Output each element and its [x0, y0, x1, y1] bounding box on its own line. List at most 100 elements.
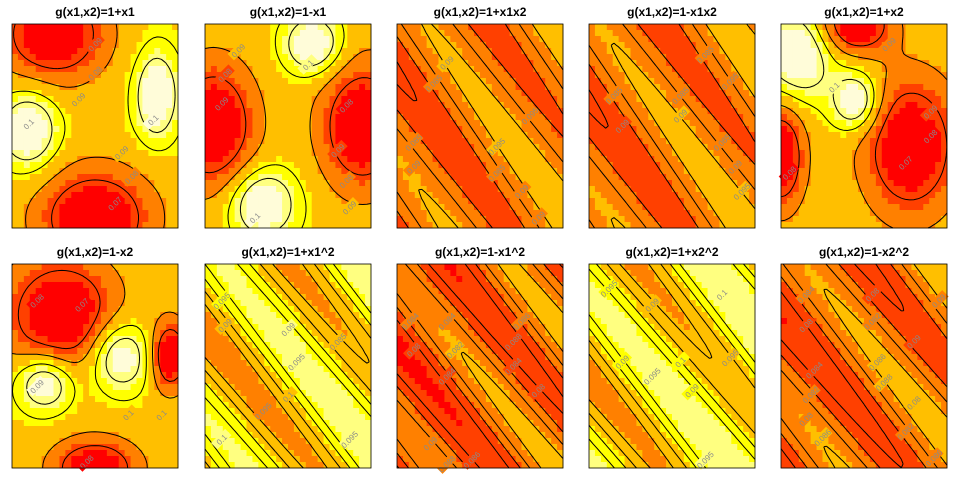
heatmap-cell — [474, 204, 481, 211]
heatmap-cell — [781, 210, 788, 217]
heatmap-cell — [148, 24, 155, 31]
heatmap-cell — [106, 36, 114, 43]
heatmap-cell — [365, 42, 372, 49]
heatmap-cell — [923, 216, 930, 223]
heatmap-cell — [438, 114, 445, 121]
heatmap-cell — [12, 192, 19, 199]
heatmap-cell — [666, 216, 673, 223]
heatmap-cell — [660, 30, 667, 37]
heatmap-cell — [497, 150, 505, 157]
heatmap-cell — [397, 186, 404, 193]
heatmap-cell — [47, 102, 54, 109]
heatmap-cell — [875, 216, 883, 223]
heatmap-cell — [323, 174, 330, 181]
heatmap-cell — [630, 102, 637, 109]
heatmap-cell — [533, 138, 540, 145]
heatmap-cell — [497, 96, 505, 103]
heatmap-cell — [474, 138, 481, 145]
heatmap-cell — [456, 120, 463, 127]
heatmap-cell — [731, 84, 738, 91]
heatmap-cell — [47, 210, 54, 217]
heatmap-cell — [929, 72, 936, 79]
heatmap-cell — [666, 222, 673, 229]
heatmap-cell — [539, 204, 546, 211]
heatmap-cell — [935, 78, 942, 85]
heatmap-cell — [648, 192, 655, 199]
heatmap-cell — [65, 162, 72, 169]
heatmap-cell — [365, 114, 372, 121]
heatmap-cell — [707, 120, 714, 127]
heatmap-cell — [95, 144, 102, 151]
heatmap-cell — [205, 192, 212, 199]
heatmap-cell — [365, 138, 372, 145]
heatmap-cell — [408, 102, 416, 109]
heatmap-cell — [677, 180, 685, 187]
heatmap-cell — [329, 48, 336, 55]
heatmap-cell — [689, 144, 697, 151]
heatmap-cell — [881, 60, 889, 67]
heatmap-cell — [660, 48, 667, 55]
heatmap-cell — [408, 90, 416, 97]
heatmap-cell — [551, 168, 558, 175]
heatmap-cell — [456, 132, 463, 139]
heatmap-cell — [858, 102, 865, 109]
heatmap-cell — [444, 216, 451, 223]
heatmap-cell — [432, 132, 439, 139]
heatmap-cell — [130, 282, 137, 289]
heatmap-cell — [148, 216, 155, 223]
heatmap-cell — [707, 30, 714, 37]
heatmap-cell — [365, 60, 372, 67]
heatmap-cell — [228, 126, 236, 133]
heatmap-cell — [749, 78, 756, 85]
heatmap-cell — [846, 120, 853, 127]
heatmap-cell — [816, 90, 823, 97]
heatmap-cell — [172, 204, 179, 211]
heatmap-cell — [124, 72, 131, 79]
heatmap-cell — [515, 102, 522, 109]
heatmap-cell — [71, 204, 78, 211]
heatmap-cell — [12, 108, 19, 115]
heatmap-cell — [359, 90, 366, 97]
heatmap-cell — [462, 180, 469, 187]
heatmap-cell — [154, 222, 161, 229]
heatmap-cell — [725, 216, 732, 223]
heatmap-cell — [71, 138, 78, 145]
heatmap-cell — [426, 30, 433, 37]
heatmap-cell — [816, 24, 823, 31]
heatmap-cell — [23, 72, 31, 79]
heatmap-cell — [594, 72, 602, 79]
heatmap-cell — [17, 66, 25, 73]
heatmap-cell — [545, 102, 552, 109]
contour-label-bg — [724, 156, 745, 177]
heatmap-cell — [420, 138, 428, 145]
heatmap-cell — [672, 174, 679, 181]
heatmap-cell — [282, 150, 289, 157]
heatmap-cell — [828, 66, 835, 73]
heatmap-cell — [923, 24, 930, 31]
heatmap-cell — [689, 126, 697, 133]
heatmap-cell — [329, 144, 336, 151]
heatmap-cell — [731, 222, 738, 229]
heatmap-cell — [893, 192, 900, 199]
heatmap-cell — [527, 156, 534, 163]
heatmap-cell — [270, 192, 277, 199]
heatmap-cell — [23, 36, 31, 43]
heatmap-cell — [618, 60, 625, 67]
heatmap-cell — [677, 132, 685, 139]
heatmap-cell — [77, 204, 84, 211]
heatmap-cell — [594, 96, 602, 103]
heatmap-cell — [341, 198, 348, 205]
heatmap-cell — [618, 48, 625, 55]
heatmap-cell — [71, 276, 78, 283]
heatmap-cell — [288, 186, 295, 193]
heatmap-cell — [852, 60, 859, 67]
heatmap-cell — [677, 84, 685, 91]
heatmap-cell — [29, 138, 37, 145]
contour-label-bg — [297, 54, 318, 75]
heatmap-cell — [545, 126, 552, 133]
heatmap-cell — [160, 186, 167, 193]
heatmap-cell — [725, 198, 732, 205]
heatmap-cell — [713, 36, 720, 43]
heatmap-cell — [148, 282, 155, 289]
heatmap-cell — [359, 36, 366, 43]
